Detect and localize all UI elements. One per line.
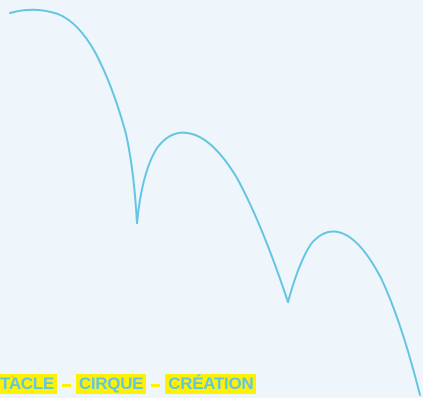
- tagline-word-2: CIRQUE: [75, 374, 147, 394]
- tagline-banner: TACLE CIRQUE CRÉATION: [0, 374, 257, 394]
- tagline-separator-1: [61, 383, 71, 387]
- tagline-word-1: TACLE: [0, 374, 57, 394]
- bounce-arc-2: [136, 131, 289, 303]
- bounce-arc-3: [287, 230, 421, 396]
- tagline-word-3: CRÉATION: [165, 374, 257, 394]
- bounce-arc-1: [9, 8, 138, 224]
- tagline-separator-2: [151, 383, 161, 387]
